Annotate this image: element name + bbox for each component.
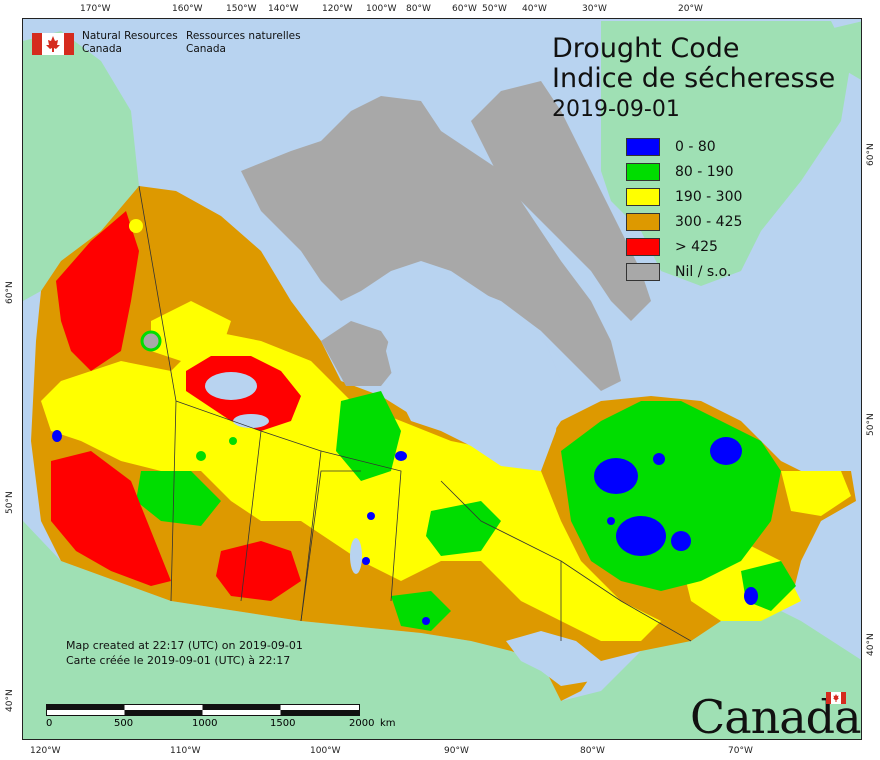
graticule-label: 120°W: [322, 4, 353, 14]
usa-land: [23, 521, 861, 739]
graticule-label: 50°N: [5, 491, 15, 514]
graticule-label: 100°W: [366, 4, 397, 14]
graticule-label: 40°N: [866, 633, 876, 656]
agency-en-line2: Canada: [82, 43, 122, 55]
graticule-label: 40°N: [5, 689, 15, 712]
legend-label: 300 - 425: [675, 213, 743, 230]
scale-label: 1000: [192, 718, 218, 729]
scale-bar-graphic: [46, 704, 360, 716]
credit-en: Map created at 22:17 (UTC) on 2019-09-01: [66, 639, 303, 652]
province-borders: [138, 185, 692, 642]
hudson-bay: [386, 281, 561, 471]
agency-en-line1: Natural Resources: [82, 30, 178, 42]
graticule-label: 110°W: [170, 746, 201, 756]
yellow-zone-labrador: [781, 471, 851, 516]
greenland-land: [601, 21, 851, 286]
blue-zone-5: [744, 587, 758, 605]
legend-label: 0 - 80: [675, 138, 716, 155]
legend-label: Nil / s.o.: [675, 263, 732, 280]
graticule-label: 80°W: [406, 4, 431, 14]
keewatin-nil: [321, 321, 401, 386]
blue-zone-3: [710, 437, 742, 465]
legend-item: 190 - 300: [626, 184, 742, 209]
red-zone-bc: [51, 451, 171, 586]
legend-swatch: [626, 187, 660, 206]
lake-winnipeg: [350, 538, 362, 574]
map-speckles: [129, 219, 665, 625]
graticule-label: 50°N: [866, 413, 876, 436]
iceland-land: [821, 21, 861, 80]
map-canvas: [23, 19, 861, 739]
scale-label: 1500: [270, 718, 296, 729]
graticule-label: 70°W: [728, 746, 753, 756]
title-fr: Indice de sécheresse: [552, 63, 836, 94]
agency-fr-line2: Canada: [186, 43, 226, 55]
map-title: Drought Code Indice de sécheresse 2019-0…: [552, 34, 835, 124]
graticule-label: 170°W: [80, 4, 111, 14]
blue-zone-1: [594, 458, 638, 494]
wordmark-flag-icon: [826, 692, 846, 704]
legend-swatch: [626, 137, 660, 156]
graticule-label: 120°W: [30, 746, 61, 756]
legend-item: > 425: [626, 234, 742, 259]
legend-label: 80 - 190: [675, 163, 734, 180]
legend-label: 190 - 300: [675, 188, 743, 205]
arctic-islands-nil: [241, 96, 621, 391]
legend-swatch: [626, 237, 660, 256]
legend-item: 300 - 425: [626, 209, 742, 234]
graticule-label: 90°W: [444, 746, 469, 756]
scale-bar-labels: 0 500 1000 1500 2000 km: [46, 718, 406, 730]
green-zone-west: [136, 471, 221, 526]
legend-item: 80 - 190: [626, 159, 742, 184]
scale-label: 2000: [349, 718, 375, 729]
great-bear-lake: [205, 372, 257, 400]
scale-unit: km: [380, 718, 396, 729]
graticule-label: 150°W: [226, 4, 257, 14]
blue-zone-4: [671, 531, 691, 551]
graticule-label: 60°N: [866, 143, 876, 166]
legend: 0 - 80 80 - 190 190 - 300 300 - 425 > 425 Nil…: [626, 134, 742, 284]
red-zone-prairies: [216, 541, 301, 601]
graticule-label: 50°W: [482, 4, 507, 14]
map-date: 2019-09-01: [552, 97, 680, 122]
graticule-label: 30°W: [582, 4, 607, 14]
green-zone-south: [391, 591, 451, 631]
blue-zone-2: [616, 516, 666, 556]
graticule-label: 20°W: [678, 4, 703, 14]
yellow-zone-central: [41, 331, 661, 641]
yellow-zone-north: [151, 301, 231, 361]
title-en: Drought Code: [552, 33, 740, 64]
graticule-label: 140°W: [268, 4, 299, 14]
blue-zone-6: [395, 451, 407, 461]
scale-bar: 0 500 1000 1500 2000 km: [46, 704, 396, 729]
graticule-label: 80°W: [580, 746, 605, 756]
map-frame: [22, 18, 862, 740]
graticule-label: 40°W: [522, 4, 547, 14]
alaska-land: [23, 31, 139, 301]
scale-label: 0: [46, 718, 53, 729]
legend-item: 0 - 80: [626, 134, 742, 159]
legend-item: Nil / s.o.: [626, 259, 742, 284]
legend-label: > 425: [675, 238, 718, 255]
legend-swatch: [626, 162, 660, 181]
graticule-label: 60°N: [5, 281, 15, 304]
graticule-label: 100°W: [310, 746, 341, 756]
graticule-label: 160°W: [172, 4, 203, 14]
canada-flag-icon: [32, 33, 74, 55]
agency-fr-line1: Ressources naturelles: [186, 30, 301, 42]
blue-zone-7: [52, 430, 62, 442]
scale-label: 500: [114, 718, 134, 729]
great-lakes: [506, 631, 601, 686]
green-zone-ontario: [426, 501, 501, 556]
great-slave-lake: [233, 414, 269, 428]
red-zone-yukon: [56, 211, 139, 371]
graticule-label: 60°W: [452, 4, 477, 14]
legend-swatch: [626, 212, 660, 231]
credit-fr: Carte créée le 2019-09-01 (UTC) à 22:17: [66, 654, 291, 667]
baffin-island-nil: [471, 81, 651, 321]
map-credit: Map created at 22:17 (UTC) on 2019-09-01…: [66, 638, 303, 668]
legend-swatch: [626, 262, 660, 281]
